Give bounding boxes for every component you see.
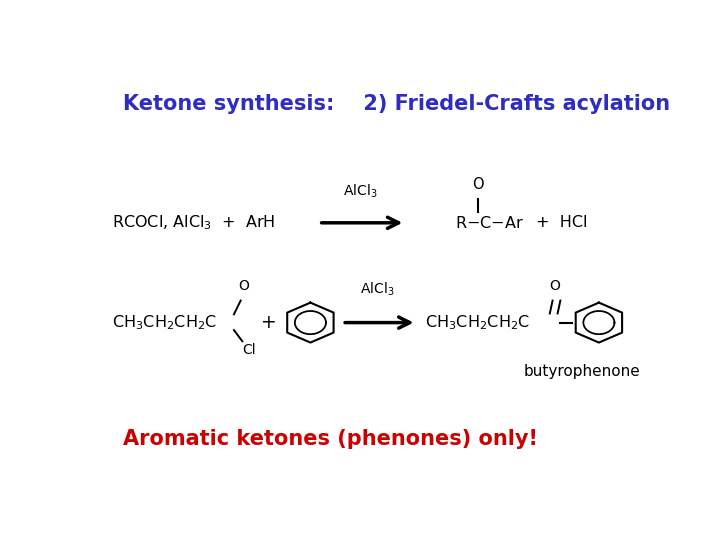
Text: O: O — [549, 279, 559, 293]
Text: butyrophenone: butyrophenone — [523, 364, 641, 379]
Text: Cl: Cl — [243, 343, 256, 357]
Text: Aromatic ketones (phenones) only!: Aromatic ketones (phenones) only! — [124, 429, 539, 449]
Text: +  HCl: + HCl — [536, 215, 588, 230]
Text: O: O — [238, 279, 249, 293]
Text: RCOCl, AlCl$_3$  +  ArH: RCOCl, AlCl$_3$ + ArH — [112, 213, 276, 232]
Text: Ketone synthesis:    2) Friedel-Crafts acylation: Ketone synthesis: 2) Friedel-Crafts acyl… — [124, 94, 670, 114]
Text: AlCl$_3$: AlCl$_3$ — [360, 281, 395, 299]
Text: R$-$C$-$Ar: R$-$C$-$Ar — [456, 215, 524, 231]
Text: CH$_3$CH$_2$CH$_2$C: CH$_3$CH$_2$CH$_2$C — [425, 313, 530, 332]
Text: CH$_3$CH$_2$CH$_2$C: CH$_3$CH$_2$CH$_2$C — [112, 313, 217, 332]
Text: +: + — [261, 313, 276, 332]
Text: O: O — [472, 177, 484, 192]
Text: AlCl$_3$: AlCl$_3$ — [343, 183, 378, 200]
